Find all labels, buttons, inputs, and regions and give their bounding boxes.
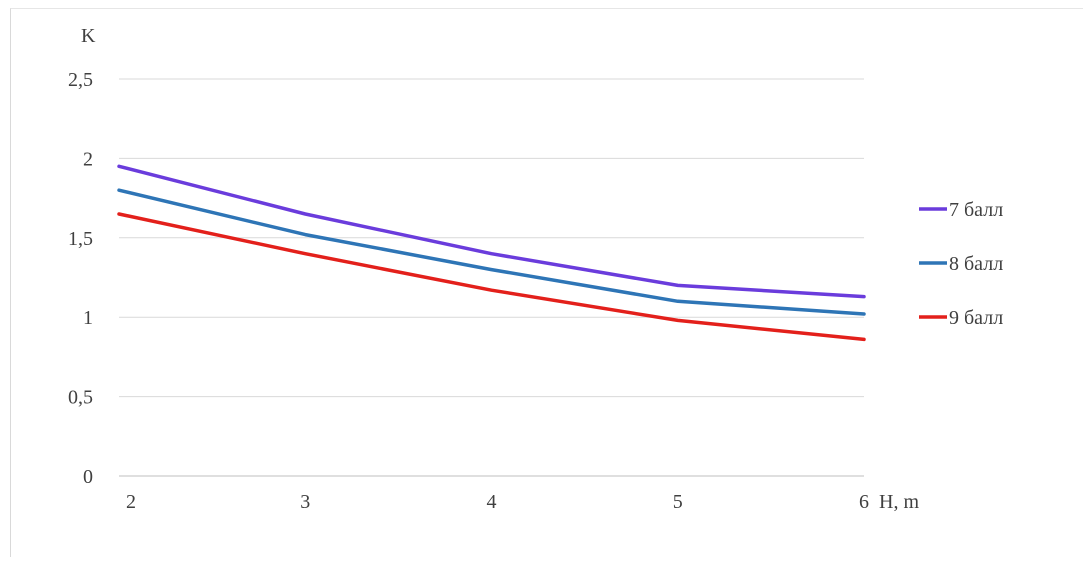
line-chart: 0 0,5 1 1,5 2 2,5 2 3 4 5 6 7 балл 8 балл 9 балл K H…: [68, 25, 1003, 513]
x-tick-label: 5: [673, 491, 683, 513]
x-tick-label: 6: [859, 491, 869, 513]
y-axis-title: K: [81, 25, 96, 47]
y-tick-label: 2,5: [68, 69, 93, 91]
y-tick-label: 1: [83, 307, 93, 329]
axes: 0 0,5 1 1,5 2 2,5 2 3 4 5 6: [68, 69, 869, 513]
x-tick-label: 3: [300, 491, 310, 513]
y-tick-label: 0,5: [68, 387, 93, 409]
x-tick-label: 4: [487, 491, 497, 513]
series-line-2: [117, 188, 866, 316]
gridlines: [119, 78, 864, 477]
series-line-3: [117, 212, 866, 342]
chart-frame: 0 0,5 1 1,5 2 2,5 2 3 4 5 6 7 балл 8 балл 9 балл K H…: [10, 8, 1083, 557]
series-lines: [117, 164, 866, 342]
x-axis-title: H, m: [879, 491, 919, 513]
y-tick-label: 1,5: [68, 228, 93, 250]
series-line-1: [117, 164, 866, 299]
x-tick-label: 2: [126, 491, 136, 513]
y-tick-label: 2: [83, 148, 93, 170]
legend: 7 балл 8 балл 9 балл: [919, 199, 1003, 329]
y-tick-label: 0: [83, 466, 93, 488]
legend-label-2: 8 балл: [949, 253, 1003, 275]
legend-label-1: 7 балл: [949, 199, 1003, 221]
legend-label-3: 9 балл: [949, 307, 1003, 329]
